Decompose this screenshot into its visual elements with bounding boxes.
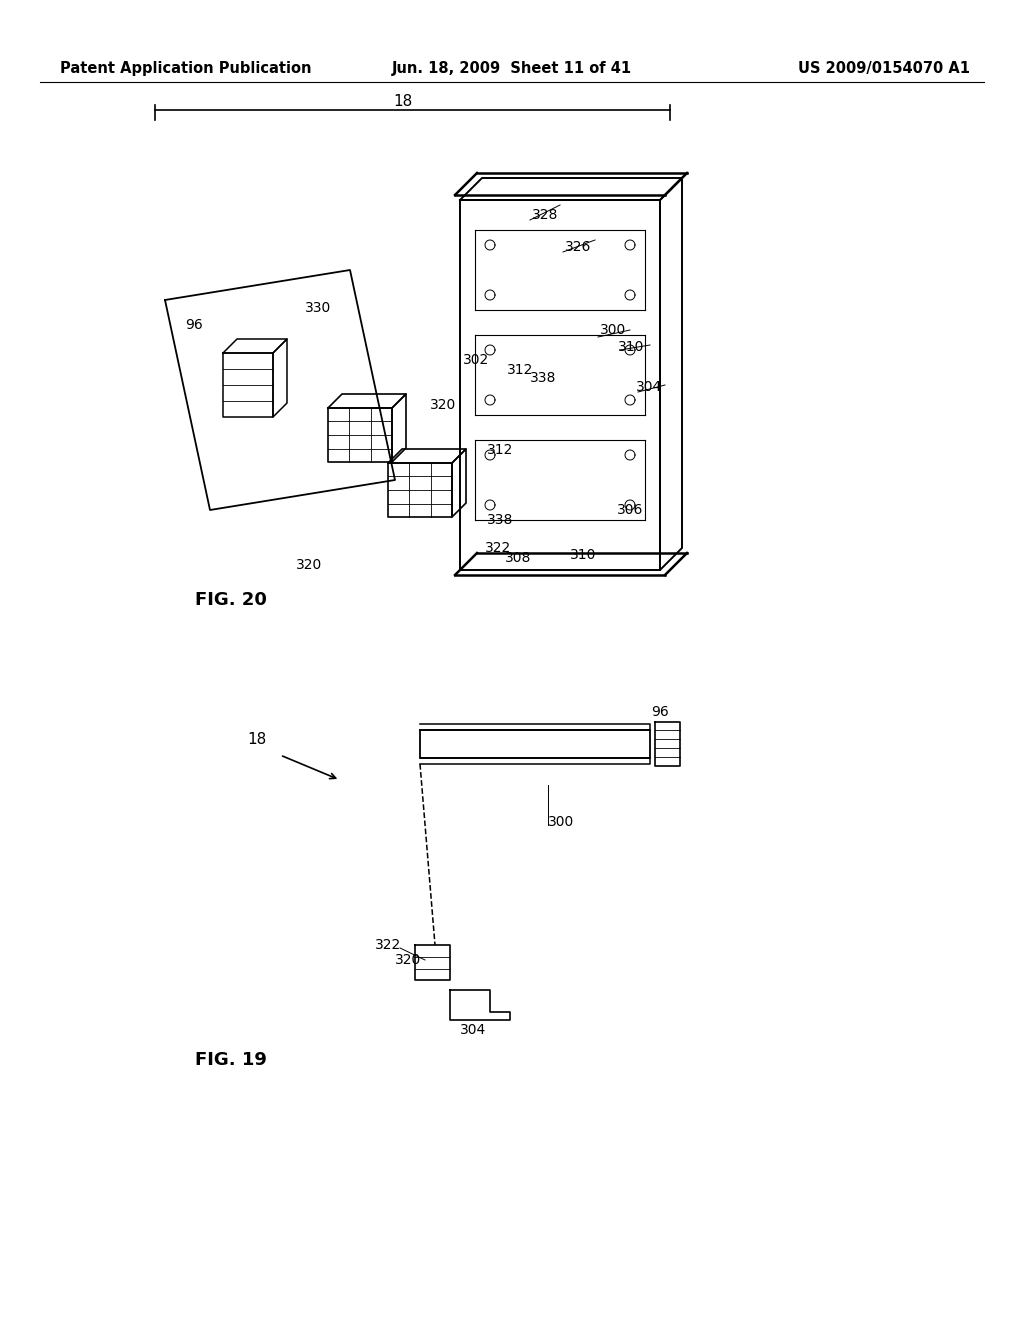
Text: 304: 304 bbox=[636, 380, 663, 393]
Text: 312: 312 bbox=[507, 363, 534, 378]
Text: 310: 310 bbox=[618, 341, 644, 354]
Text: 338: 338 bbox=[530, 371, 556, 385]
Text: FIG. 19: FIG. 19 bbox=[195, 1051, 267, 1069]
Text: 320: 320 bbox=[395, 953, 421, 968]
Text: FIG. 20: FIG. 20 bbox=[195, 591, 267, 609]
Text: 322: 322 bbox=[485, 541, 511, 554]
Text: 300: 300 bbox=[600, 323, 627, 337]
Text: 300: 300 bbox=[548, 814, 574, 829]
Text: 328: 328 bbox=[532, 209, 558, 222]
Text: 312: 312 bbox=[487, 444, 513, 457]
Text: Jun. 18, 2009  Sheet 11 of 41: Jun. 18, 2009 Sheet 11 of 41 bbox=[392, 61, 632, 75]
Text: 322: 322 bbox=[375, 939, 401, 952]
Text: US 2009/0154070 A1: US 2009/0154070 A1 bbox=[798, 61, 970, 75]
Text: 96: 96 bbox=[185, 318, 203, 333]
Text: 320: 320 bbox=[430, 399, 457, 412]
Text: 326: 326 bbox=[565, 240, 592, 253]
Text: 18: 18 bbox=[393, 95, 413, 110]
Text: 306: 306 bbox=[617, 503, 643, 517]
Text: 320: 320 bbox=[296, 558, 323, 572]
Text: 330: 330 bbox=[305, 301, 331, 315]
Text: Patent Application Publication: Patent Application Publication bbox=[60, 61, 311, 75]
Text: 310: 310 bbox=[570, 548, 596, 562]
Text: 302: 302 bbox=[463, 352, 489, 367]
Text: 304: 304 bbox=[460, 1023, 486, 1038]
Text: 18: 18 bbox=[247, 733, 266, 747]
Text: 338: 338 bbox=[487, 513, 513, 527]
Text: 96: 96 bbox=[651, 705, 669, 719]
Text: 308: 308 bbox=[505, 550, 531, 565]
